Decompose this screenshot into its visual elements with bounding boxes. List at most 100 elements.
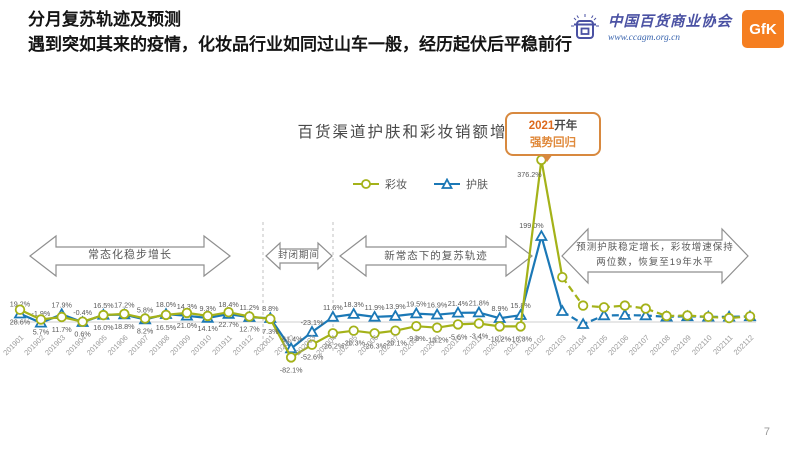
page-title: 分月复苏轨迹及预测 [28,10,181,29]
svg-text:14.1%: 14.1% [198,324,219,333]
svg-text:-10.2%: -10.2% [488,334,511,343]
legend-label-skincare: 护肤 [466,179,488,191]
svg-text:202107: 202107 [627,333,651,357]
slide-header: 分月复苏轨迹及预测 遇到突如其来的疫情，化妆品行业如同过山车一般，经历起伏后平稳… [28,8,668,57]
svg-text:28.6%: 28.6% [10,318,31,327]
svg-text:16.9%: 16.9% [427,301,448,310]
svg-text:8.9%: 8.9% [492,304,509,313]
makeup-line-marker-icon [353,179,379,189]
svg-text:-26.3%: -26.3% [363,341,386,350]
svg-text:202103: 202103 [544,333,568,357]
series-forecast-line-1 [561,310,751,326]
svg-text:-26.2%: -26.2% [322,341,345,350]
svg-text:-9.8%: -9.8% [407,334,426,343]
svg-text:14.3%: 14.3% [177,302,198,311]
phase-label-new-normal-recovery: 新常态下的复苏轨迹 [384,250,488,262]
phase-label-lockdown: 封闭期间 [277,250,320,261]
svg-text:-3.4%: -3.4% [470,332,489,341]
phase-arrow-1 [265,241,333,271]
svg-text:201908: 201908 [147,333,171,357]
svg-text:21.8%: 21.8% [469,299,490,308]
svg-text:19.2%: 19.2% [10,300,31,309]
svg-text:201910: 201910 [189,333,213,357]
phase-label-forecast: 预测护肤稳定增长，彩妆增速保持 两位数，恢复至19年水平 [576,242,734,268]
svg-text:5.7%: 5.7% [33,328,50,337]
callout-line2: 强势回归 [530,136,576,149]
svg-text:17.9%: 17.9% [52,300,73,309]
svg-text:201906: 201906 [106,333,130,357]
svg-text:201902: 201902 [22,333,46,357]
callout-2021-comeback: 2021开年 强势回归 [505,112,601,163]
page-number: 7 [763,426,770,438]
svg-text:16.5%: 16.5% [156,323,177,332]
phase-arrow-0 [29,234,231,278]
svg-text:8.2%: 8.2% [137,327,154,336]
svg-text:202106: 202106 [606,333,630,357]
ccagm-logo-icon [571,14,599,39]
phase-arrow-3 [561,227,749,285]
series-forecast-line-0 [561,276,751,320]
svg-text:202001: 202001 [252,333,276,357]
svg-text:199.0%: 199.0% [519,221,544,230]
svg-text:201907: 201907 [126,333,150,357]
svg-text:-5.6%: -5.6% [449,332,468,341]
svg-text:202109: 202109 [669,333,693,357]
svg-text:201903: 201903 [43,333,67,357]
svg-text:18.3%: 18.3% [344,300,365,309]
svg-text:-13.2%: -13.2% [426,336,449,345]
svg-text:-82.1%: -82.1% [280,365,303,374]
svg-text:11.9%: 11.9% [365,303,385,312]
phase-label-normal-growth: 常态化稳步增长 [88,249,172,261]
svg-text:202110: 202110 [690,333,714,357]
svg-text:16.0%: 16.0% [93,323,114,332]
svg-text:-20.3%: -20.3% [342,339,365,348]
ccagm-logo: 中国百货商业协会 www.ccagm.org.cn [568,12,732,46]
svg-text:0.6%: 0.6% [74,330,91,339]
svg-text:-61.4%: -61.4% [280,335,303,344]
svg-text:21.0%: 21.0% [177,321,198,330]
callout-year: 2021 [528,120,555,132]
svg-text:11.2%: 11.2% [239,303,259,312]
svg-text:201901: 201901 [1,333,25,357]
legend-label-makeup: 彩妆 [385,179,407,191]
svg-text:201911: 201911 [210,333,234,357]
svg-text:5.8%: 5.8% [137,306,154,315]
svg-text:13.9%: 13.9% [385,302,406,311]
svg-text:15.8%: 15.8% [510,301,531,310]
svg-text:201912: 201912 [231,333,255,357]
svg-text:22.7%: 22.7% [218,320,239,329]
svg-text:21.4%: 21.4% [448,299,469,308]
svg-text:202105: 202105 [585,333,609,357]
svg-text:18.0%: 18.0% [156,300,177,309]
legend-item-skincare: 护肤 [433,176,488,192]
skincare-line-marker-icon [434,178,460,189]
svg-text:18.4%: 18.4% [218,300,239,309]
svg-text:202104: 202104 [564,333,588,357]
svg-text:-20.1%: -20.1% [384,339,407,348]
svg-text:17.2%: 17.2% [114,301,135,310]
svg-text:202111: 202111 [711,333,734,356]
svg-text:376.2%: 376.2% [517,170,542,179]
callout-line1: 开年 [554,120,578,132]
svg-text:11.7%: 11.7% [52,325,72,334]
svg-text:201909: 201909 [168,333,192,357]
svg-text:19.5%: 19.5% [406,300,427,309]
svg-text:-0.4%: -0.4% [73,308,92,317]
svg-text:7.3%: 7.3% [262,327,279,336]
svg-text:8.8%: 8.8% [262,304,279,313]
svg-text:202108: 202108 [648,333,672,357]
phase-arrow-2 [339,234,533,278]
chart-title: 百货渠道护肤和彩妆销额增长率 [297,124,543,141]
svg-text:9.3%: 9.3% [200,304,217,313]
svg-text:12.7%: 12.7% [239,325,260,334]
logo-area: 中国百货商业协会 www.ccagm.org.cn GfK [568,10,784,48]
legend-item-makeup: 彩妆 [352,176,407,192]
callout-pointer-icon [541,154,553,163]
svg-text:-1.9%: -1.9% [32,309,51,318]
svg-text:202112: 202112 [732,333,756,357]
ccagm-url: www.ccagm.org.cn [608,32,681,43]
svg-text:-52.6%: -52.6% [301,353,324,362]
svg-text:18.8%: 18.8% [114,322,135,331]
